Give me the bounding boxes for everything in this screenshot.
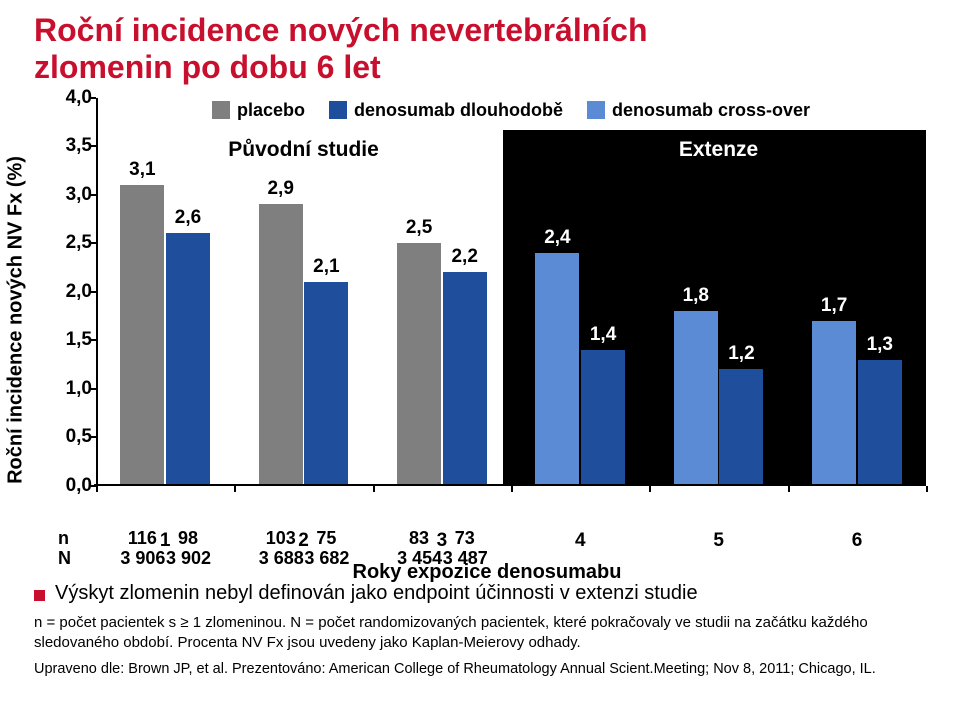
bar-value-label: 1,2 (728, 343, 754, 365)
bar-value-label: 2,1 (313, 256, 339, 278)
n-cell: 29 (812, 528, 856, 549)
bar: 1,2 (719, 369, 763, 485)
bar-value-label: 2,4 (544, 227, 570, 249)
big-n-cell: 3 902 (166, 548, 210, 569)
y-tick-label: 4,0 (66, 87, 92, 109)
bar-value-label: 3,1 (129, 159, 155, 181)
bar: 1,3 (858, 360, 902, 486)
n-cell: 32 (581, 528, 625, 549)
citation: Upraveno dle: Brown JP, et al. Prezentov… (34, 661, 934, 677)
x-tick-mark (373, 486, 375, 492)
legend-swatch (329, 101, 347, 119)
y-tick-label: 2,0 (66, 281, 92, 303)
big-n-cell: 2 207 (535, 548, 579, 569)
y-tick-label: 2,5 (66, 232, 92, 254)
big-n-cell: 2 105 (674, 548, 718, 569)
x-tick-mark (649, 486, 651, 492)
big-n-cell: 2 243 (719, 548, 763, 569)
legend-label: denosumab dlouhodobě (354, 100, 563, 121)
bar-value-label: 1,8 (683, 285, 709, 307)
x-axis-line (94, 484, 926, 486)
bar: 2,1 (304, 282, 348, 486)
y-tick-label: 1,5 (66, 329, 92, 351)
n-cell: 98 (166, 528, 210, 549)
legend-swatch (212, 101, 230, 119)
n-cell: 52 (535, 528, 579, 549)
legend-item: denosumab dlouhodobě (329, 100, 563, 121)
bar-value-label: 2,5 (406, 217, 432, 239)
bars-container: 3,12,62,92,12,52,22,41,41,81,21,71,3 (96, 98, 926, 486)
bar: 3,1 (120, 185, 164, 486)
bar: 1,4 (581, 350, 625, 486)
legend-label: placebo (237, 100, 305, 121)
year-labels: 123456 (96, 530, 926, 552)
bullet-point: Výskyt zlomenin nebyl definován jako end… (34, 582, 934, 605)
bar-value-label: 2,9 (267, 178, 293, 200)
x-tick-mark (511, 486, 513, 492)
y-ticks: 0,00,51,01,52,02,53,03,54,0 (40, 98, 96, 486)
big-n-cell: 3 688 (259, 548, 303, 569)
legend-swatch (587, 101, 605, 119)
n-cell: 24 (858, 528, 902, 549)
title-line-2: zlomenin po dobu 6 let (34, 49, 381, 85)
bullet-text: Výskyt zlomenin nebyl definován jako end… (55, 582, 698, 605)
n-cell: 73 (443, 528, 487, 549)
big-n-cell: 2 066 (858, 548, 902, 569)
y-tick-label: 0,5 (66, 426, 92, 448)
bar: 2,6 (166, 233, 210, 485)
legend-item: denosumab cross-over (587, 100, 810, 121)
y-axis-label: Roční incidence nových NV Fx (%) (5, 156, 28, 484)
n-cell: 103 (259, 528, 303, 549)
x-tick-mark (926, 486, 928, 492)
big-n-cell: 3 906 (120, 548, 164, 569)
bar: 2,2 (443, 272, 487, 485)
legend-label: denosumab cross-over (612, 100, 810, 121)
slide-title: Roční incidence nových nevertebrálních z… (34, 12, 934, 86)
y-tick-label: 1,0 (66, 378, 92, 400)
legend-item: placebo (212, 100, 305, 121)
title-line-1: Roční incidence nových nevertebrálních (34, 12, 648, 48)
bar-value-label: 2,2 (451, 246, 477, 268)
bar: 1,7 (812, 321, 856, 486)
footnote: n = počet pacientek s ≥ 1 zlomeninou. N … (34, 613, 934, 654)
n-cell: 83 (397, 528, 441, 549)
big-n-cell: 2 343 (581, 548, 625, 569)
y-tick-label: 3,0 (66, 184, 92, 206)
bar-value-label: 1,7 (821, 295, 847, 317)
x-tick-mark (788, 486, 790, 492)
region-label-extension: Extenze (679, 138, 758, 162)
big-n-cell: 3 682 (304, 548, 348, 569)
y-axis-line (96, 98, 98, 488)
region-label-original: Původní studie (228, 138, 379, 162)
n-cell: 116 (120, 528, 164, 549)
n-cell: 26 (719, 528, 763, 549)
y-tick-label: 0,0 (66, 475, 92, 497)
n-cell: 75 (304, 528, 348, 549)
bar: 2,9 (259, 204, 303, 485)
bar-value-label: 1,3 (867, 334, 893, 356)
x-tick-mark (234, 486, 236, 492)
n-row-label: n (58, 528, 69, 549)
slide: Roční incidence nových nevertebrálních z… (0, 0, 960, 716)
big-n-cell: 3 454 (397, 548, 441, 569)
bar: 2,4 (535, 253, 579, 486)
big-n-row-label: N (58, 548, 71, 569)
big-n-cell: 1 964 (812, 548, 856, 569)
bar-value-label: 1,4 (590, 324, 616, 346)
bar: 2,5 (397, 243, 441, 486)
y-tick-label: 3,5 (66, 135, 92, 157)
big-n-cell: 3 487 (443, 548, 487, 569)
bullet-icon (34, 590, 45, 601)
legend: placebo denosumab dlouhodobě denosumab cro… (96, 100, 926, 121)
bar: 1,8 (674, 311, 718, 486)
bar-value-label: 2,6 (175, 207, 201, 229)
plot-area: placebo denosumab dlouhodobě denosumab cro… (96, 98, 926, 486)
chart: Roční incidence nových NV Fx (%) placebo… (40, 92, 934, 548)
n-cell: 36 (674, 528, 718, 549)
